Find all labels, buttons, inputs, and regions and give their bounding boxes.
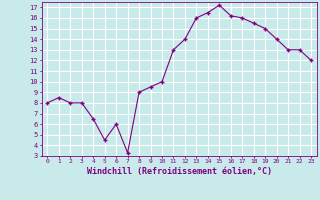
X-axis label: Windchill (Refroidissement éolien,°C): Windchill (Refroidissement éolien,°C) <box>87 167 272 176</box>
